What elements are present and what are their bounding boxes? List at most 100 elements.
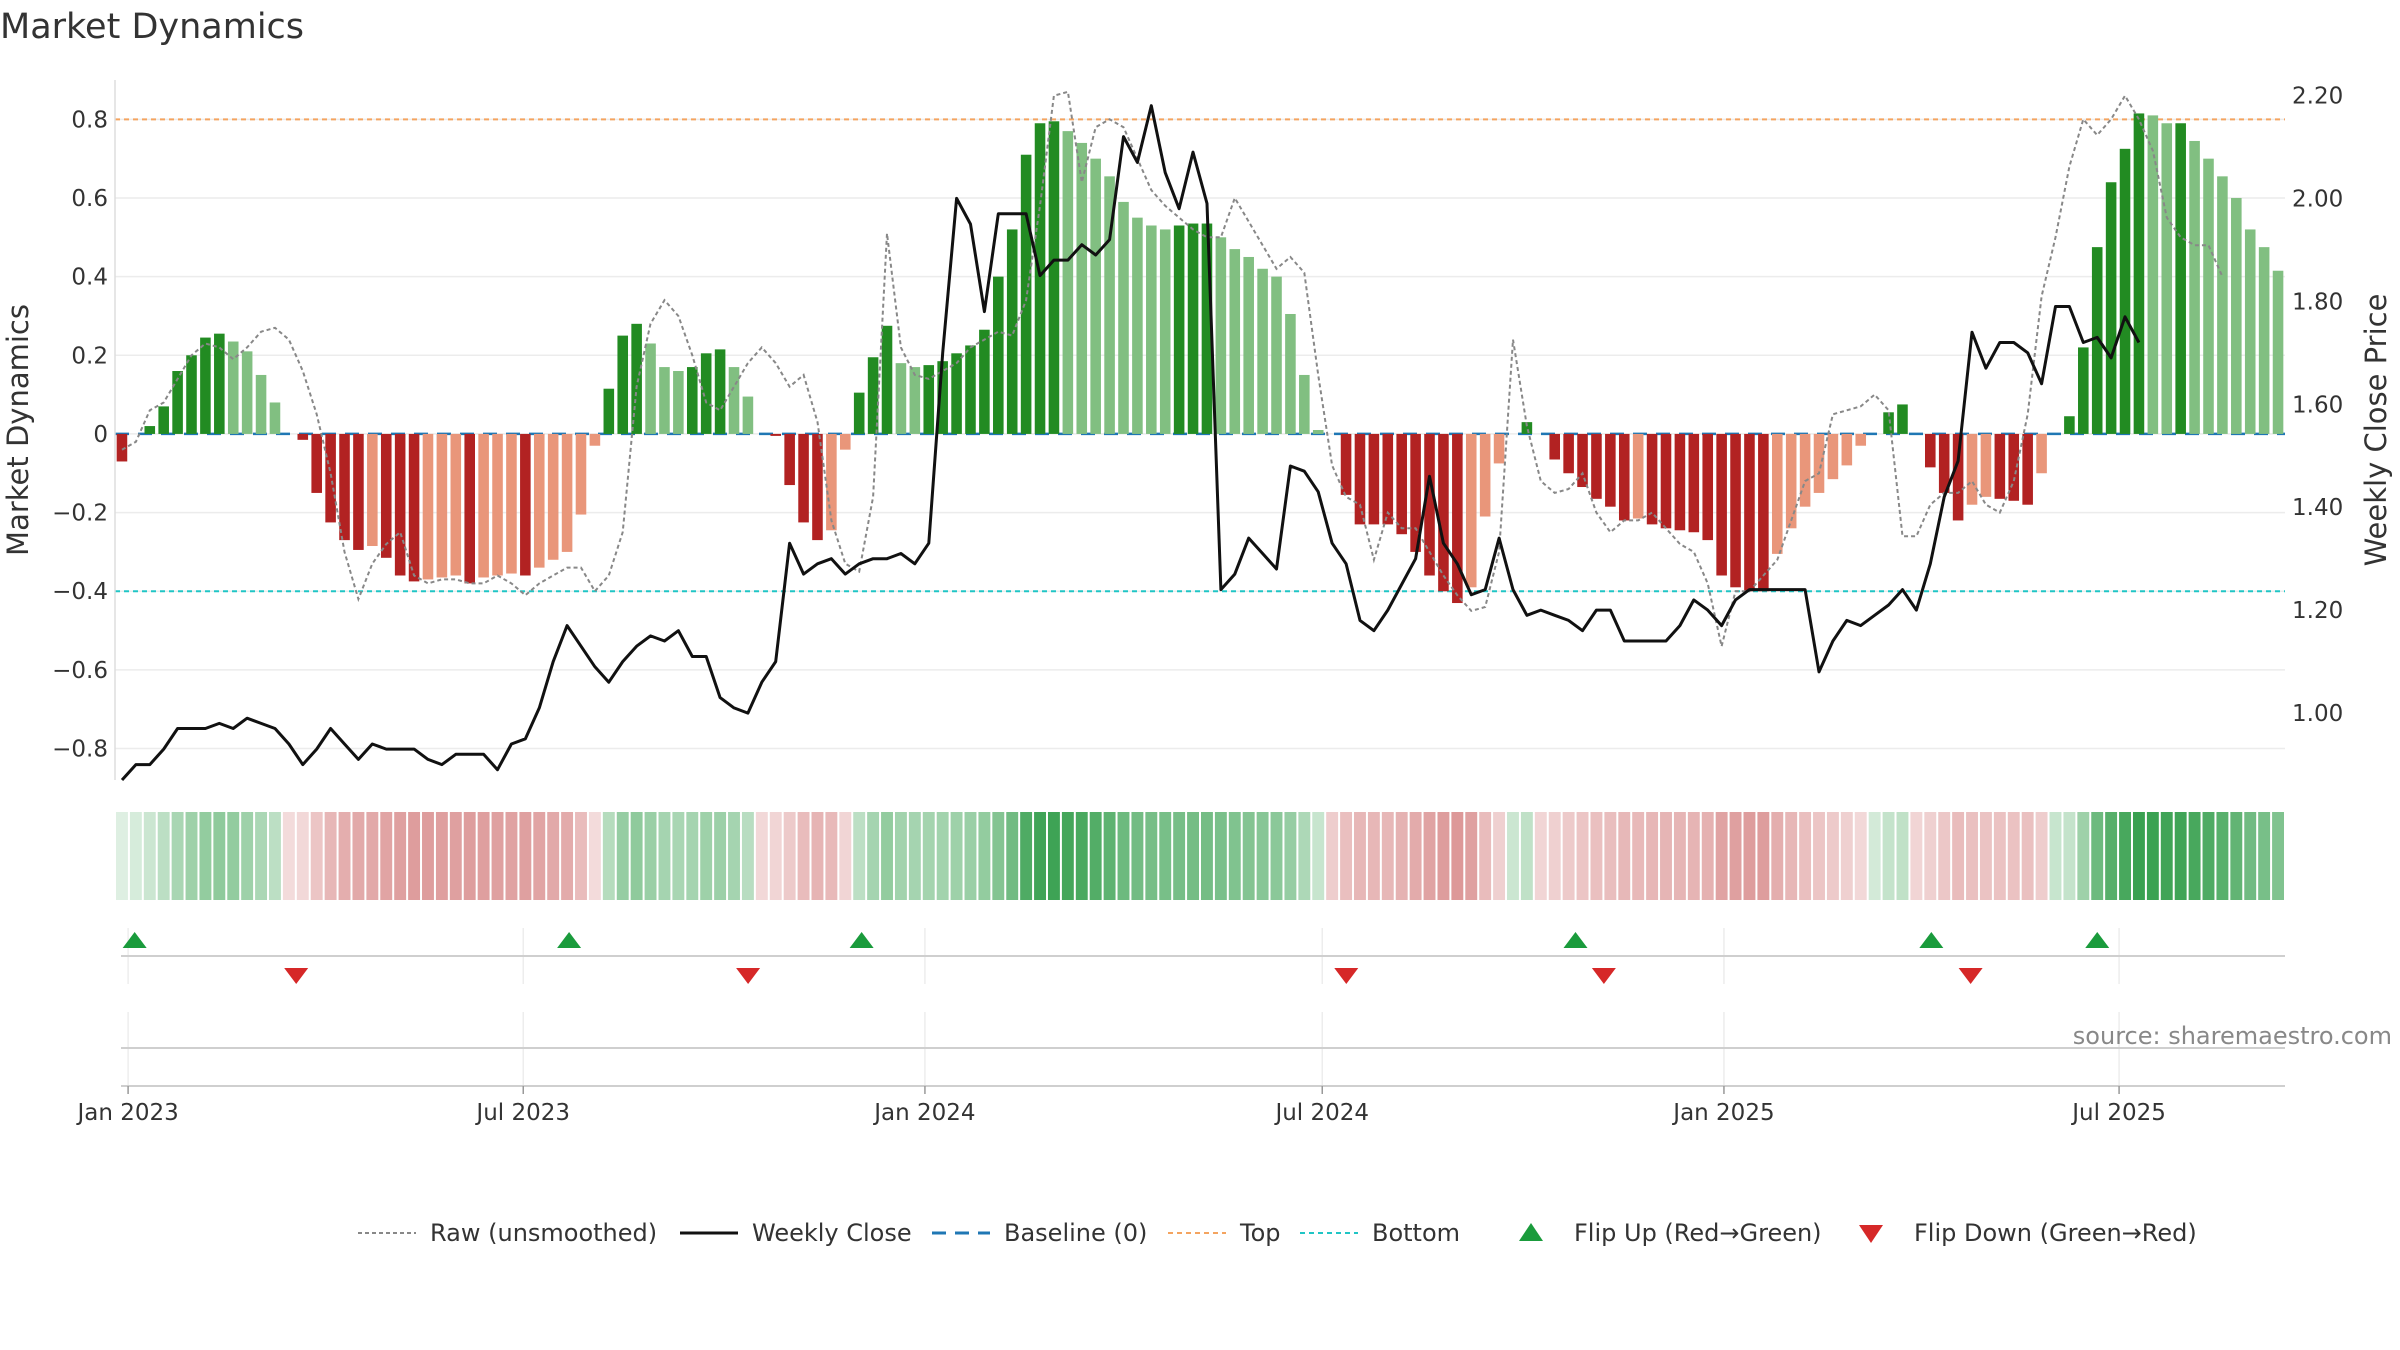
bar xyxy=(547,433,559,560)
heatmap-cell xyxy=(1061,812,1074,900)
bar xyxy=(1618,433,1630,521)
heatmap-cell xyxy=(352,812,365,900)
x-tick-label: Jul 2025 xyxy=(2070,1100,2166,1126)
chart-title: Market Dynamics xyxy=(0,7,304,47)
heatmap-cell xyxy=(2174,812,2187,900)
bar xyxy=(575,433,587,515)
bar xyxy=(1966,433,1978,505)
bar xyxy=(144,426,156,434)
bar xyxy=(1716,433,1727,576)
bar xyxy=(1201,223,1213,434)
heatmap-cell xyxy=(575,812,587,900)
heatmap-cell xyxy=(1520,812,1533,900)
bar xyxy=(1841,433,1853,466)
bar xyxy=(1855,433,1867,446)
heatmap-cell xyxy=(2272,812,2284,900)
heatmap-cell xyxy=(2188,812,2201,900)
heatmap-cell xyxy=(1131,812,1144,900)
heatmap-cell xyxy=(1367,812,1380,900)
bar xyxy=(2231,197,2242,434)
bar xyxy=(520,433,531,576)
heatmap-cell xyxy=(755,812,768,900)
bar xyxy=(1410,433,1421,552)
bar xyxy=(1090,158,1101,434)
heatmap-cell xyxy=(1660,812,1672,900)
flip-down-marker xyxy=(284,968,309,984)
x-tick-label: Jan 2024 xyxy=(872,1100,975,1126)
heatmap-strip xyxy=(116,812,2284,900)
heatmap-cell xyxy=(950,812,963,900)
bar xyxy=(2036,433,2047,474)
heatmap-cell xyxy=(1604,812,1617,900)
heatmap-cell xyxy=(1687,812,1700,900)
bar xyxy=(1215,237,1227,434)
heatmap-cell xyxy=(157,812,170,900)
weekly-close-line xyxy=(120,104,2141,782)
legend-swatch xyxy=(1519,1223,1543,1241)
left-axis: 0.8 0.6 0.4 0.2 0 −0.2 −0.4 −0.6 −0.8 xyxy=(52,80,116,780)
bar xyxy=(1452,433,1463,604)
heatmap-cell xyxy=(2105,812,2118,900)
bar xyxy=(659,367,670,434)
heatmap-cell xyxy=(797,812,810,900)
bar xyxy=(631,323,642,434)
heatmap-cell xyxy=(1924,812,1937,900)
bar xyxy=(450,433,462,576)
heatmap-cell xyxy=(1242,812,1255,900)
bar xyxy=(1660,433,1672,529)
bar xyxy=(867,357,879,434)
bar xyxy=(380,433,392,558)
bar xyxy=(506,433,517,574)
x-axis: Jan 2023 Jul 2023 Jan 2024 Jul 2024 Jan 2025… xyxy=(75,1086,2166,1126)
heatmap-cell xyxy=(1479,812,1492,900)
bar xyxy=(533,433,545,568)
heatmap-cell xyxy=(602,812,615,900)
bar xyxy=(798,433,809,523)
bar xyxy=(1925,433,1936,468)
heatmap-cell xyxy=(449,812,462,900)
heatmap-cell xyxy=(964,812,977,900)
right-tick-label: 2.20 xyxy=(2292,83,2343,109)
bar xyxy=(853,392,865,434)
bar xyxy=(1521,422,1533,434)
bar xyxy=(1076,142,1088,434)
bar xyxy=(200,337,211,434)
legend-label: Weekly Close xyxy=(752,1219,912,1247)
heatmap-cell xyxy=(2244,812,2257,900)
heatmap-cell xyxy=(881,812,893,900)
bar xyxy=(1048,121,1060,434)
heatmap-cell xyxy=(1034,812,1046,900)
bar xyxy=(1897,404,1908,434)
bar xyxy=(1354,433,1366,525)
heatmap-cell xyxy=(992,812,1005,900)
x-tick-label: Jul 2024 xyxy=(1273,1100,1369,1126)
bar xyxy=(2078,347,2089,434)
x-tick-label: Jan 2025 xyxy=(1671,1100,1774,1126)
legend-item: Flip Up (Red→Green) xyxy=(1519,1219,1822,1247)
heatmap-cell xyxy=(505,812,518,900)
heatmap-cell xyxy=(185,812,198,900)
bar xyxy=(1952,433,1964,521)
legend-label: Top xyxy=(1239,1219,1281,1247)
bar xyxy=(1938,433,1950,493)
heatmap-cell xyxy=(422,812,434,900)
bar xyxy=(1605,433,1616,507)
right-tick-label: 1.60 xyxy=(2292,392,2343,418)
heatmap-cell xyxy=(1256,812,1269,900)
bar xyxy=(255,374,267,434)
bar xyxy=(478,433,489,578)
heatmap-cell xyxy=(1840,812,1853,900)
source-label: source: sharemaestro.com xyxy=(2073,1022,2392,1050)
heatmap-cell xyxy=(2007,812,2020,900)
flip-up-marker xyxy=(1563,932,1588,948)
heatmap-cell xyxy=(1228,812,1241,900)
bar xyxy=(158,406,169,434)
heatmap-cell xyxy=(644,812,657,900)
bar xyxy=(172,371,183,434)
heatmap-cell xyxy=(728,812,740,900)
heatmap-cell xyxy=(1354,812,1366,900)
heatmap-cell xyxy=(1340,812,1353,900)
heatmap-cell xyxy=(1089,812,1102,900)
bar xyxy=(2105,182,2117,434)
